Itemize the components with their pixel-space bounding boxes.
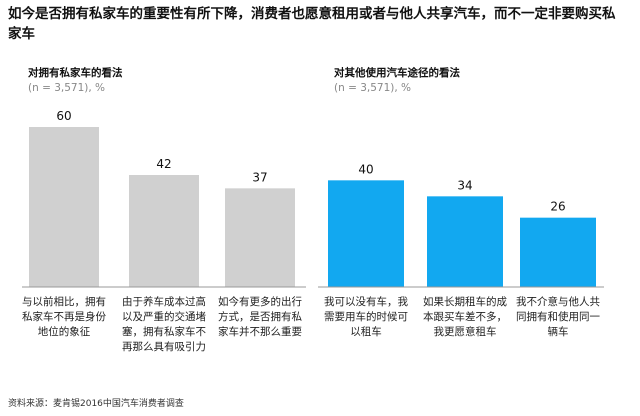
panel-subtitle: (n = 3,571), % — [334, 82, 411, 94]
value-label: 34 — [457, 178, 472, 192]
category-label: 我可以没有车，我需要用车的时候可以租车 — [324, 296, 408, 338]
bar — [129, 175, 199, 287]
category-label: 如果长期租车的成本跟买车差不多，我更愿意租车 — [423, 296, 507, 338]
value-label: 42 — [156, 157, 171, 171]
value-label: 26 — [550, 200, 565, 214]
category-label: 与以前相比，拥有私家车不再是身份地位的象征 — [22, 296, 106, 338]
bar — [520, 217, 596, 287]
category-label: 由于养车成本过高以及严重的交通堵塞，拥有私家车不再那么具有吸引力 — [122, 296, 206, 353]
value-label: 60 — [56, 109, 71, 123]
bar — [328, 180, 404, 287]
panel-subtitle: (n = 3,571), % — [28, 82, 105, 94]
page-title: 如今是否拥有私家车的重要性有所下降，消费者也愿意租用或者与他人共享汽车，而不一定… — [8, 6, 616, 42]
bar — [29, 127, 99, 287]
bar — [225, 188, 295, 287]
value-label: 40 — [358, 162, 373, 176]
category-label: 我不介意与他人共同拥有和使用同一辆车 — [516, 296, 600, 338]
panel-title: 对拥有私家车的看法 — [28, 66, 123, 79]
source-note: 资料来源：麦肯锡2016中国汽车消费者调查 — [8, 399, 184, 409]
value-label: 37 — [252, 170, 267, 184]
bar — [427, 196, 503, 287]
category-label: 如今有更多的出行方式，是否拥有私家车并不那么重要 — [218, 296, 302, 338]
panel-title: 对其他使用汽车途径的看法 — [334, 66, 460, 79]
